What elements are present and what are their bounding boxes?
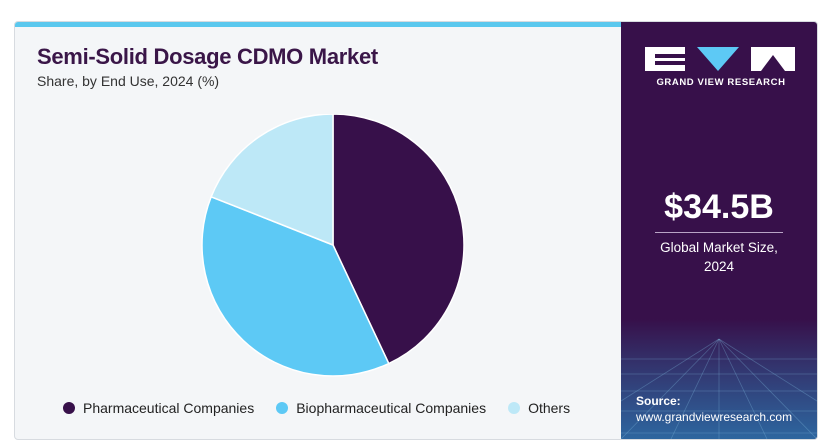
chart-card: Semi-Solid Dosage CDMO Market Share, by … [14,21,818,440]
legend-swatch [276,402,289,414]
legend-item-biopharmaceutical-companies: Biopharmaceutical Companies [276,400,486,416]
legend-item-others: Others [508,400,570,416]
grid-decoration [621,319,817,439]
accent-bar [15,22,621,27]
legend-label: Others [528,400,571,416]
divider [655,232,783,233]
chart-legend: Pharmaceutical Companies Biopharmaceutica… [63,400,592,416]
legend-item-pharmaceutical-companies: Pharmaceutical Companies [63,400,254,416]
legend-swatch [63,402,75,414]
legend-swatch [508,402,521,414]
pie-slice-biopharmaceutical-companies [201,195,390,377]
pie-chart [201,114,465,377]
legend-label: Biopharmaceutical Companies [296,400,487,416]
pie-slice-others [210,114,334,247]
market-size-label-line2: 2024 [703,259,735,274]
pie-slice-pharmaceutical-companies [332,114,465,365]
legend-label: Pharmaceutical Companies [83,400,255,416]
brand-name: GRAND VIEW RESEARCH [656,77,786,88]
market-size-value: $34.5B [664,188,774,226]
market-size-label: Global Market Size, 2024 [621,238,817,276]
source-label: Source: [636,394,681,408]
chart-title: Semi-Solid Dosage CDMO Market [37,44,378,69]
market-size-label-line1: Global Market Size, [660,240,778,255]
grand-view-research-logo [645,47,795,71]
source-url[interactable]: www.grandviewresearch.com [636,410,793,424]
side-panel: GRAND VIEW RESEARCH $34.5B Global Market… [621,22,817,439]
chart-subtitle: Share, by End Use, 2024 (%) [37,73,220,89]
